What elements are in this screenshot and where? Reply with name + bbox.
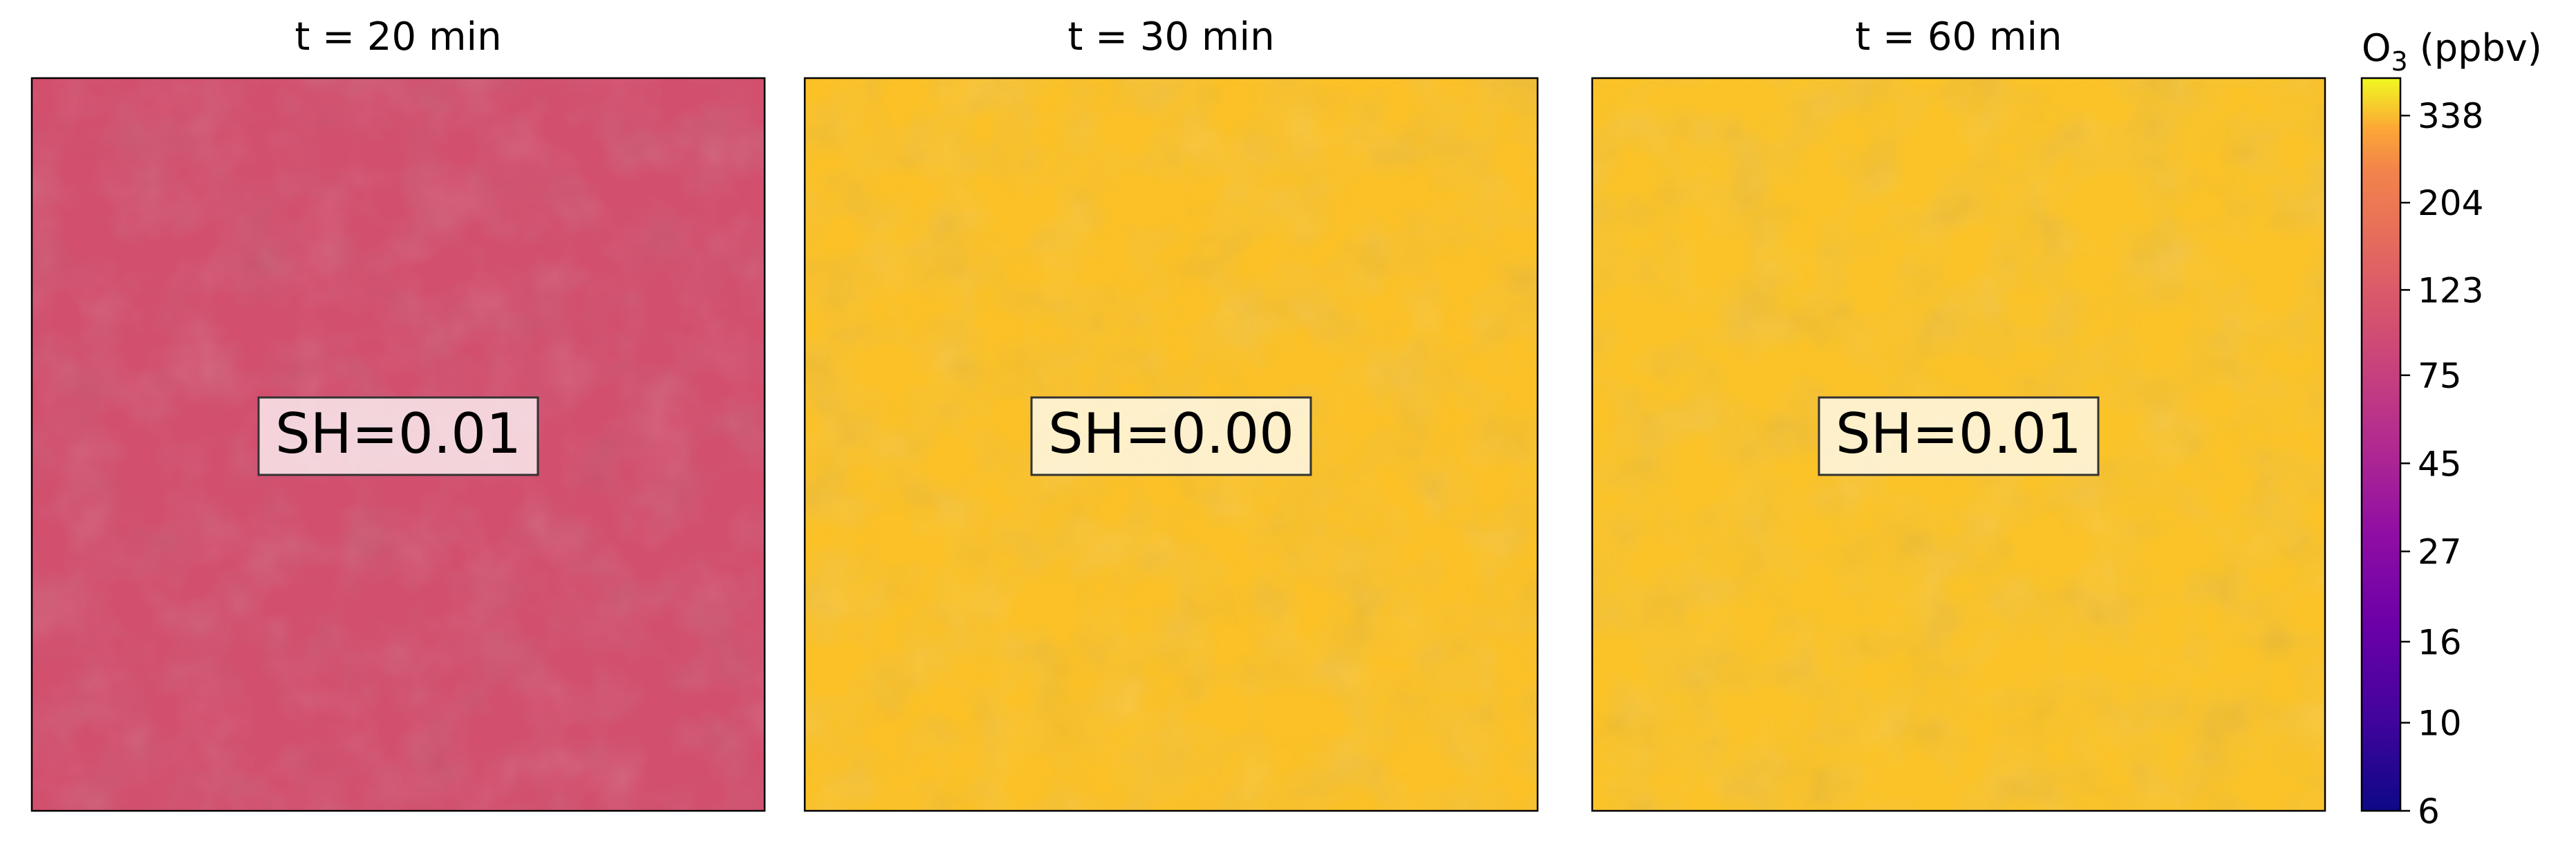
colorbar-label-unit: (ppbv): [2408, 26, 2542, 70]
colorbar-tick-label: 75: [2418, 356, 2462, 396]
panel-title: t = 30 min: [1067, 15, 1274, 59]
colorbar-tick-label: 16: [2418, 622, 2462, 662]
panel-1: t = 20 min SH=0.01: [30, 15, 766, 812]
panel-frame: [1591, 77, 2326, 812]
colorbar-tick-label: 10: [2418, 704, 2462, 744]
annotation-label: SH=0.01: [275, 402, 521, 466]
colorbar-gradient: [2360, 77, 2402, 812]
annotation-box: [1030, 396, 1312, 476]
annotation-label: SH=0.01: [1836, 402, 2082, 466]
colorbar-tick-label: 204: [2418, 183, 2483, 223]
annotation-box: [1818, 396, 2100, 476]
panel-3: t = 60 min SH=0.01: [1591, 15, 2326, 812]
colorbar-ticks: 6 10 16 27 45 75 123 204 338: [2400, 96, 2483, 832]
panel-frame: [30, 77, 766, 812]
panel-frame: [803, 77, 1539, 812]
colorbar-tick-label: 338: [2418, 96, 2483, 136]
annotation-box: [257, 396, 539, 476]
colorbar-label-sub: 3: [2391, 46, 2408, 77]
colorbar-label: O3 (ppbv): [2362, 26, 2542, 77]
colorbar-tick-label: 123: [2418, 270, 2483, 310]
panel-2: t = 30 min SH=0.00: [803, 15, 1539, 812]
annotation-label: SH=0.00: [1048, 402, 1294, 466]
panels: t = 20 min SH=0.01 t = 30 min SH=0.00 t = 60…: [30, 15, 2326, 812]
colorbar-label-main: O: [2362, 26, 2391, 70]
colorbar: 6 10 16 27 45 75 123 204 338 O3 (ppbv): [2360, 26, 2542, 832]
colorbar-tick-label: 45: [2418, 444, 2462, 484]
panel-title: t = 60 min: [1855, 15, 2062, 59]
colorbar-tick-label: 27: [2418, 532, 2462, 572]
panel-title: t = 20 min: [295, 15, 501, 59]
colorbar-tick-label: 6: [2418, 791, 2440, 832]
